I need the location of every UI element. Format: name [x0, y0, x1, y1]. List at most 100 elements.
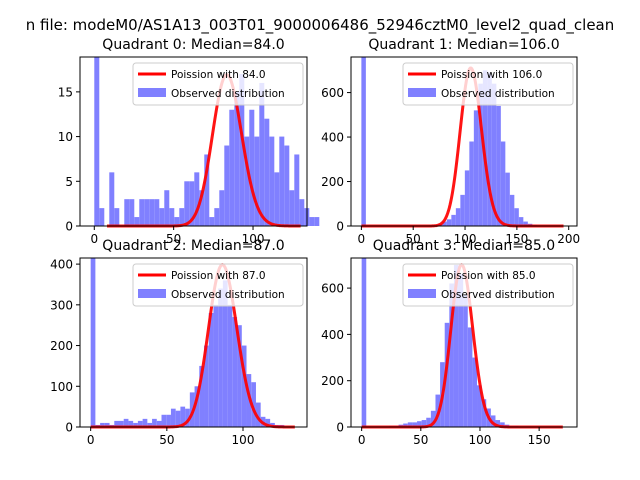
x-tick-label: 0 — [358, 232, 366, 246]
observed-bar — [460, 194, 465, 226]
observed-bar — [467, 327, 473, 427]
observed-bar — [218, 288, 223, 427]
observed-bar — [149, 199, 155, 226]
observed-bar — [214, 208, 220, 226]
x-tick-label: 0 — [87, 433, 95, 447]
observed-bar — [274, 172, 280, 226]
observed-bar — [463, 295, 468, 427]
observed-bar — [241, 345, 247, 427]
y-tick-label: 0 — [336, 421, 344, 435]
quadrant-3-legend-poisson-label: Poission with 85.0 — [441, 270, 536, 282]
observed-bar — [518, 217, 524, 226]
observed-bar — [496, 105, 501, 226]
quadrant-0-title: Quadrant 0: Median=84.0 — [102, 37, 284, 53]
observed-bar — [137, 420, 143, 427]
observed-bar — [100, 422, 105, 427]
observed-bar — [185, 408, 190, 427]
x-tick-label: 100 — [232, 433, 255, 447]
quadrant-1-axes-frame — [350, 56, 578, 227]
observed-bar — [199, 365, 205, 427]
quadrant-0-legend-observed-label: Observed distribution — [171, 88, 285, 100]
quadrant-2-title: Quadrant 2: Median=87.0 — [102, 238, 284, 254]
observed-bar — [152, 418, 157, 427]
observed-bar — [239, 73, 245, 227]
observed-bar — [259, 82, 265, 227]
x-tick-label: 50 — [406, 232, 421, 246]
quadrant-1-x-ticks: 0 50 100 150 200 — [358, 226, 580, 246]
observed-bar — [473, 110, 479, 226]
observed-bar — [412, 422, 418, 427]
quadrant-0-axes-frame — [79, 56, 308, 227]
observed-bar — [229, 109, 235, 226]
quadrant-2-legend-poisson-label: Poission with 87.0 — [171, 270, 266, 282]
quadrant-1-y-ticks: 0 200 400 600 — [321, 86, 351, 234]
observed-bar — [166, 414, 171, 427]
observed-bar — [208, 312, 214, 427]
observed-bar — [254, 136, 260, 226]
observed-bar — [451, 214, 456, 226]
y-tick-label: 0 — [336, 220, 344, 234]
observed-bar — [421, 420, 427, 427]
observed-bar — [487, 72, 492, 226]
quadrant-2-x-ticks: 0 50 100 — [87, 427, 255, 447]
observed-bar — [244, 136, 250, 226]
observed-bar — [119, 420, 124, 427]
quadrant-2-axes-frame — [79, 257, 308, 428]
observed-bar — [284, 145, 290, 226]
observed-bar — [417, 421, 422, 427]
observed-bar — [481, 399, 487, 427]
quadrant-2-legend-observed-label: Observed distribution — [171, 289, 285, 301]
observed-bar — [99, 208, 105, 226]
observed-bar — [264, 118, 270, 226]
quadrant-0-legend-box — [132, 62, 304, 106]
observed-bar — [124, 199, 130, 226]
x-tick-label: 100 — [469, 433, 492, 447]
observed-bar — [129, 199, 135, 226]
quadrant-0-x-ticks: 0 50 100 — [90, 226, 264, 246]
observed-bar — [446, 219, 452, 226]
observed-bar — [159, 208, 165, 226]
observed-bar — [184, 181, 190, 226]
observed-bar — [189, 181, 195, 226]
observed-bar — [144, 199, 150, 226]
x-tick-label: 50 — [413, 433, 428, 447]
observed-bar — [477, 385, 482, 427]
quadrant-3-panel: 0 50 100 150 0 200 400 600 Quadrant 3: Median=… — [321, 238, 578, 447]
observed-bar — [227, 304, 233, 427]
observed-bar — [249, 109, 255, 226]
quadrant-2-legend: Poission with 87.0 Observed distribution — [132, 263, 304, 307]
observed-bar — [237, 325, 242, 427]
observed-bar — [232, 317, 238, 427]
observed-bar — [458, 274, 464, 427]
observed-bar — [314, 217, 320, 226]
observed-bar — [174, 217, 180, 226]
observed-bar — [139, 199, 145, 226]
observed-bar — [294, 154, 300, 226]
observed-bar — [453, 264, 459, 427]
observed-bar — [430, 410, 436, 427]
quadrant-3-legend-observed-label: Observed distribution — [441, 289, 555, 301]
observed-bar — [170, 408, 176, 427]
observed-bar — [426, 417, 431, 427]
observed-bar — [209, 217, 215, 226]
quadrant-3-x-ticks: 0 50 100 150 — [358, 427, 551, 447]
quadrant-0-legend-poisson-label: Poission with 84.0 — [171, 69, 266, 81]
quadrant-1-legend-poisson-label: Poission with 106.0 — [441, 69, 542, 81]
observed-bar — [94, 57, 100, 226]
quadrant-1-legend-observed-label: Observed distribution — [441, 88, 555, 100]
x-tick-label: 100 — [454, 232, 477, 246]
observed-bar — [251, 382, 256, 427]
observed-bar — [161, 414, 167, 427]
quadrant-2-legend-box — [132, 263, 304, 307]
x-tick-label: 0 — [90, 232, 98, 246]
observed-bar — [265, 418, 271, 427]
observed-bar — [500, 422, 505, 427]
x-tick-label: 50 — [166, 232, 181, 246]
observed-bar — [109, 172, 115, 226]
observed-bar — [442, 221, 447, 226]
x-tick-label: 100 — [242, 232, 265, 246]
x-tick-label: 150 — [505, 232, 528, 246]
y-tick-label: 15 — [58, 85, 73, 99]
quadrant-3-legend: Poission with 85.0 Observed distribution — [402, 263, 574, 307]
